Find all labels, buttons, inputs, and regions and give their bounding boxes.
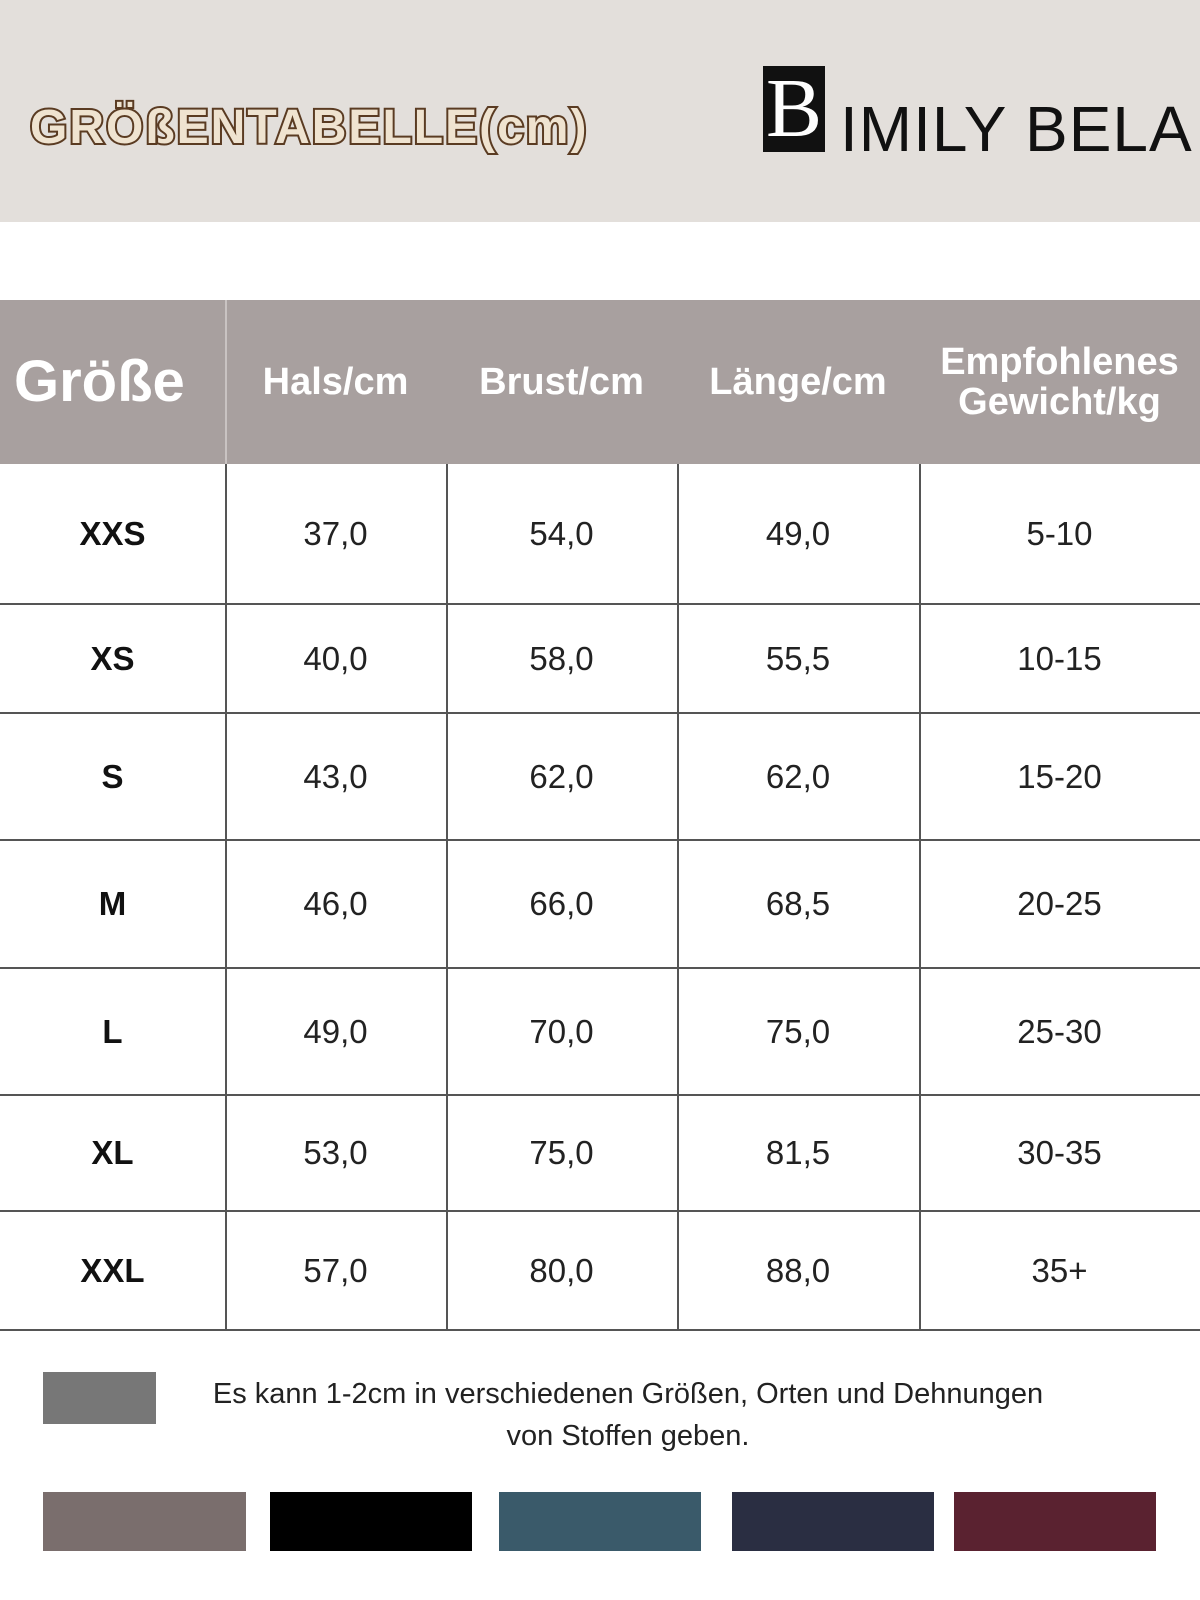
color-swatch: [954, 1492, 1156, 1551]
table-cell: 40,0: [303, 639, 368, 677]
row-divider: [0, 603, 1200, 605]
table-cell: XXL: [80, 1251, 145, 1289]
table-cell: 88,0: [765, 1251, 831, 1289]
table-cell: 57,0: [303, 1251, 368, 1289]
table-cell: 58,0: [529, 639, 594, 677]
note-line: von Stoffen geben.: [506, 1420, 750, 1452]
table-cell: 62,0: [529, 757, 594, 795]
column-header: Länge/cm: [709, 361, 887, 403]
table-cell: 30-35: [1017, 1134, 1102, 1171]
row-divider: [0, 1329, 1200, 1331]
table-header: [0, 300, 1200, 464]
column-header: Brust/cm: [479, 361, 644, 403]
table-cell: S: [101, 757, 124, 795]
table-cell: XS: [90, 639, 135, 677]
table-cell: 66,0: [529, 885, 594, 922]
table-cell: 10-15: [1017, 639, 1102, 677]
table-cell: 75,0: [529, 1134, 594, 1171]
color-swatch: [270, 1492, 472, 1551]
table-cell: 49,0: [303, 1012, 368, 1050]
table-cell: 53,0: [303, 1134, 368, 1171]
row-divider: [0, 1210, 1200, 1212]
table-cell: 70,0: [529, 1012, 594, 1050]
table-cell: 54,0: [529, 515, 594, 552]
table-cell: 81,5: [765, 1134, 831, 1171]
table-cell: 5-10: [1026, 515, 1093, 552]
row-divider: [0, 967, 1200, 969]
title: GRÖßENTABELLE(cm): [28, 99, 589, 156]
color-swatch: [43, 1492, 246, 1551]
table-cell: 68,5: [765, 885, 831, 922]
column-header: Hals/cm: [262, 361, 409, 403]
table-cell: XL: [91, 1134, 134, 1171]
row-divider: [0, 712, 1200, 714]
logo-icon: B: [763, 66, 825, 152]
column-divider: [225, 464, 227, 1330]
table-cell: 62,0: [765, 757, 831, 795]
table-cell: 37,0: [303, 515, 368, 552]
table-cell: 43,0: [303, 757, 368, 795]
note-swatch: [43, 1372, 156, 1424]
table-cell: 80,0: [529, 1251, 594, 1289]
table-cell: L: [102, 1012, 123, 1050]
logo-text: IMILY BELA: [840, 93, 1193, 165]
color-swatch: [499, 1492, 701, 1551]
column-divider: [677, 464, 679, 1330]
column-header: Größe: [14, 349, 185, 414]
table-cell: M: [98, 885, 127, 922]
table-cell: 49,0: [765, 515, 831, 552]
row-divider: [0, 1094, 1200, 1096]
table-cell: 20-25: [1017, 885, 1102, 922]
column-divider: [919, 464, 921, 1330]
table-cell: XXS: [79, 515, 146, 552]
table-cell: 35+: [1031, 1251, 1088, 1289]
header-divider: [225, 300, 227, 464]
table-cell: 55,5: [765, 639, 831, 677]
column-header: Empfohlenes Gewicht/kg: [940, 341, 1179, 423]
row-divider: [0, 839, 1200, 841]
column-divider: [446, 464, 448, 1330]
table-cell: 75,0: [765, 1012, 831, 1050]
table-cell: 46,0: [303, 885, 368, 922]
note-line: Es kann 1-2cm in verschiedenen Größen, O…: [212, 1378, 1044, 1410]
table-cell: 25-30: [1017, 1012, 1102, 1050]
header-band: [0, 0, 1200, 222]
table-cell: 15-20: [1017, 757, 1102, 795]
color-swatch: [732, 1492, 934, 1551]
